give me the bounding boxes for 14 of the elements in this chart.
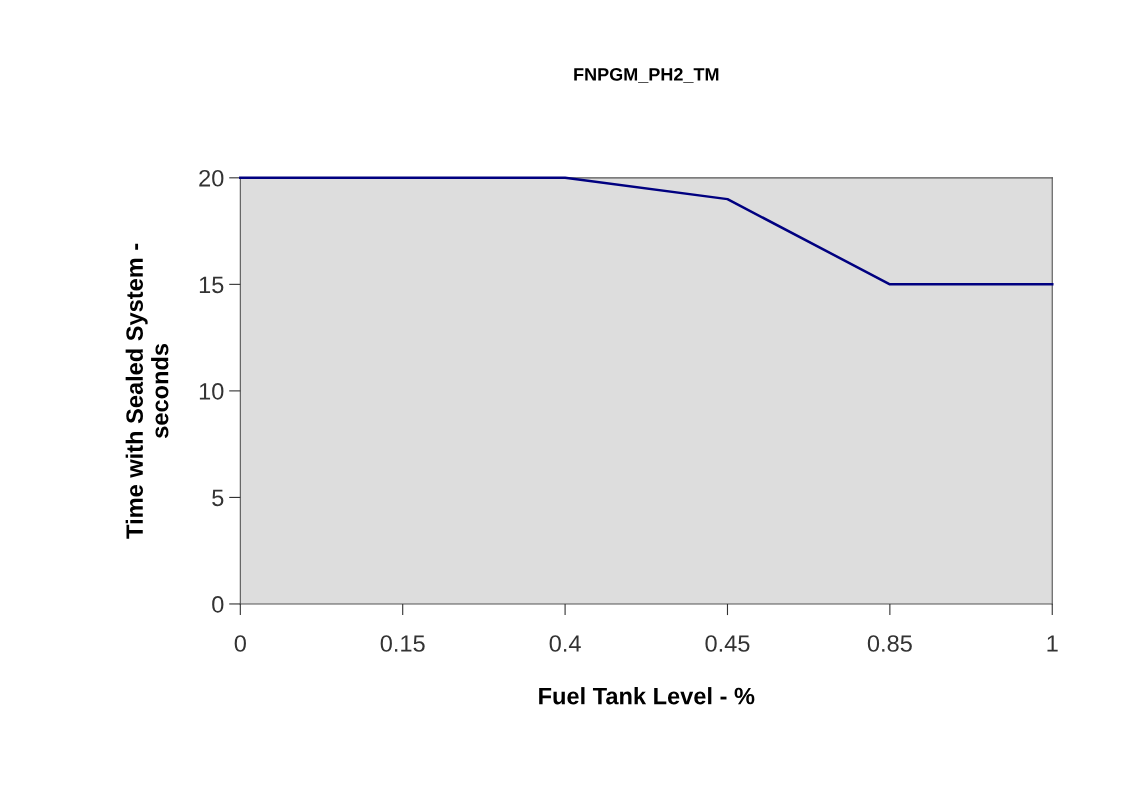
x-tick-label: 0.4 bbox=[549, 635, 581, 652]
y-tick-label: 20 bbox=[199, 169, 224, 187]
y-tick-label: 15 bbox=[199, 276, 224, 294]
x-tick-label: 0 bbox=[234, 635, 246, 652]
chart-title: FNPGM_PH2_TM bbox=[574, 67, 719, 83]
x-axis-title: Fuel Tank Level - % bbox=[539, 687, 755, 705]
x-tick-label: 0.85 bbox=[867, 635, 912, 652]
y-tick-label: 5 bbox=[212, 489, 224, 507]
x-tick-label: 1 bbox=[1047, 635, 1058, 652]
x-tick-label: 0.15 bbox=[380, 635, 425, 652]
y-tick-label: 0 bbox=[212, 596, 224, 613]
y-axis-title: Time with Sealed System - seconds bbox=[125, 243, 169, 539]
x-tick-label: 0.45 bbox=[705, 635, 750, 652]
y-tick-label: 10 bbox=[199, 382, 224, 400]
